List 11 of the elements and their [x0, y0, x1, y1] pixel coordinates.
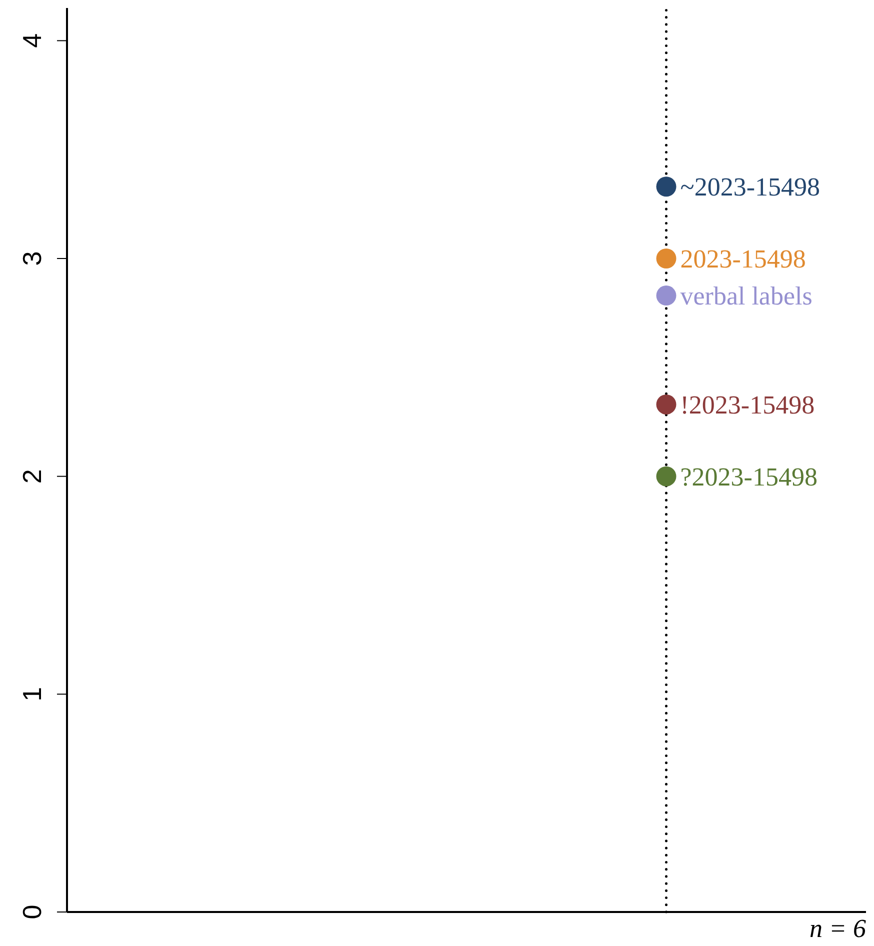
series-label: ~2023-15498 — [680, 172, 820, 202]
series-label: 2023-15498 — [680, 244, 806, 274]
y-tick-label: 3 — [17, 251, 47, 266]
y-tick-label: 2 — [17, 469, 47, 484]
series-label: !2023-15498 — [680, 390, 815, 420]
y-tick-label: 0 — [17, 904, 47, 920]
series-label: ?2023-15498 — [680, 462, 818, 492]
y-tick-label: 4 — [17, 33, 47, 48]
y-tick-label: 1 — [17, 686, 47, 702]
text: n = 6 — [809, 914, 866, 944]
series-label: verbal labels — [680, 282, 812, 311]
